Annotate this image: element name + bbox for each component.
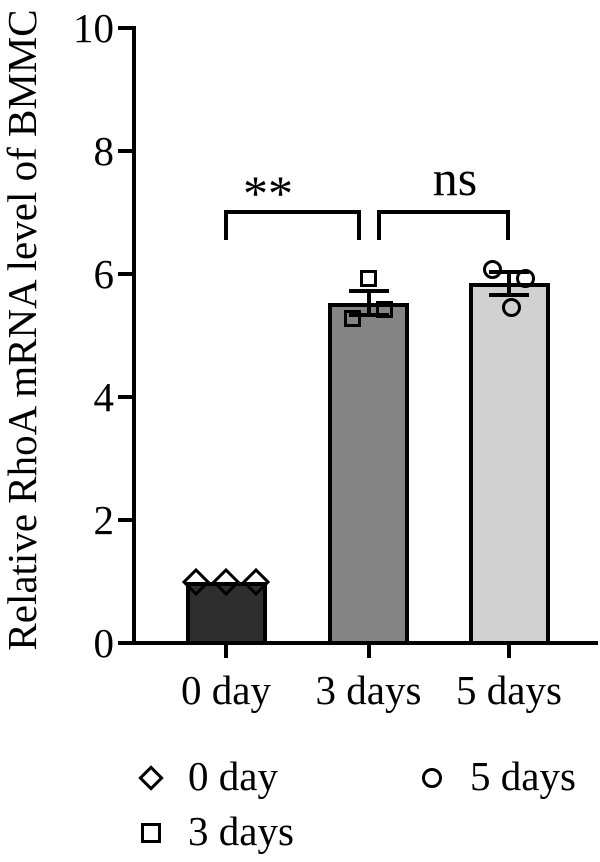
legend-label: 0 day: [188, 753, 278, 800]
square-marker: [376, 300, 393, 318]
x-tick-label: 5 days: [456, 667, 562, 713]
y-tick: [118, 641, 132, 645]
x-tick: [224, 645, 228, 658]
y-tick-label: 6: [93, 251, 115, 297]
legend-label: 5 days: [470, 753, 576, 800]
x-tick-label: 3 days: [315, 667, 422, 713]
circle-marker: [482, 260, 502, 280]
error-bar-vertical: [507, 271, 511, 295]
y-tick: [118, 26, 132, 30]
error-bar-cap-bottom: [348, 312, 389, 317]
error-bar-cap-top: [348, 289, 389, 294]
error-bar-vertical: [366, 291, 371, 315]
y-tick-label: 10: [73, 5, 114, 51]
error-bar-cap-top: [489, 269, 529, 274]
circle-marker: [515, 268, 535, 288]
diamond-icon: [138, 765, 164, 791]
error-bar-cap-bottom: [489, 292, 529, 297]
y-tick-label: 4: [93, 374, 115, 420]
x-tick: [366, 645, 371, 658]
bar-3-days: [328, 302, 409, 645]
y-axis-title: Relative RhoA mRNA level of BMMC: [0, 9, 45, 651]
significance-bracket: [376, 210, 510, 240]
x-tick-label: 0 day: [181, 667, 271, 713]
circle-icon: [422, 768, 442, 788]
bar-0-day: [185, 581, 267, 645]
y-axis-line: [132, 26, 136, 645]
y-tick-label: 8: [93, 128, 115, 174]
y-tick-label: 0: [93, 620, 115, 666]
legend-label: 3 days: [188, 808, 294, 855]
circle-marker: [501, 298, 521, 318]
significance-bracket: [224, 210, 361, 240]
significance-label: ns: [432, 150, 478, 206]
square-icon: [141, 823, 161, 843]
bar-5-days: [468, 283, 550, 645]
square-marker: [344, 310, 361, 328]
y-tick: [118, 518, 132, 522]
y-tick: [118, 395, 132, 399]
significance-label: **: [243, 165, 293, 221]
x-tick: [507, 645, 511, 658]
y-tick-label: 2: [93, 497, 115, 543]
y-tick: [118, 272, 132, 276]
square-marker: [360, 269, 377, 287]
y-tick: [118, 149, 132, 153]
